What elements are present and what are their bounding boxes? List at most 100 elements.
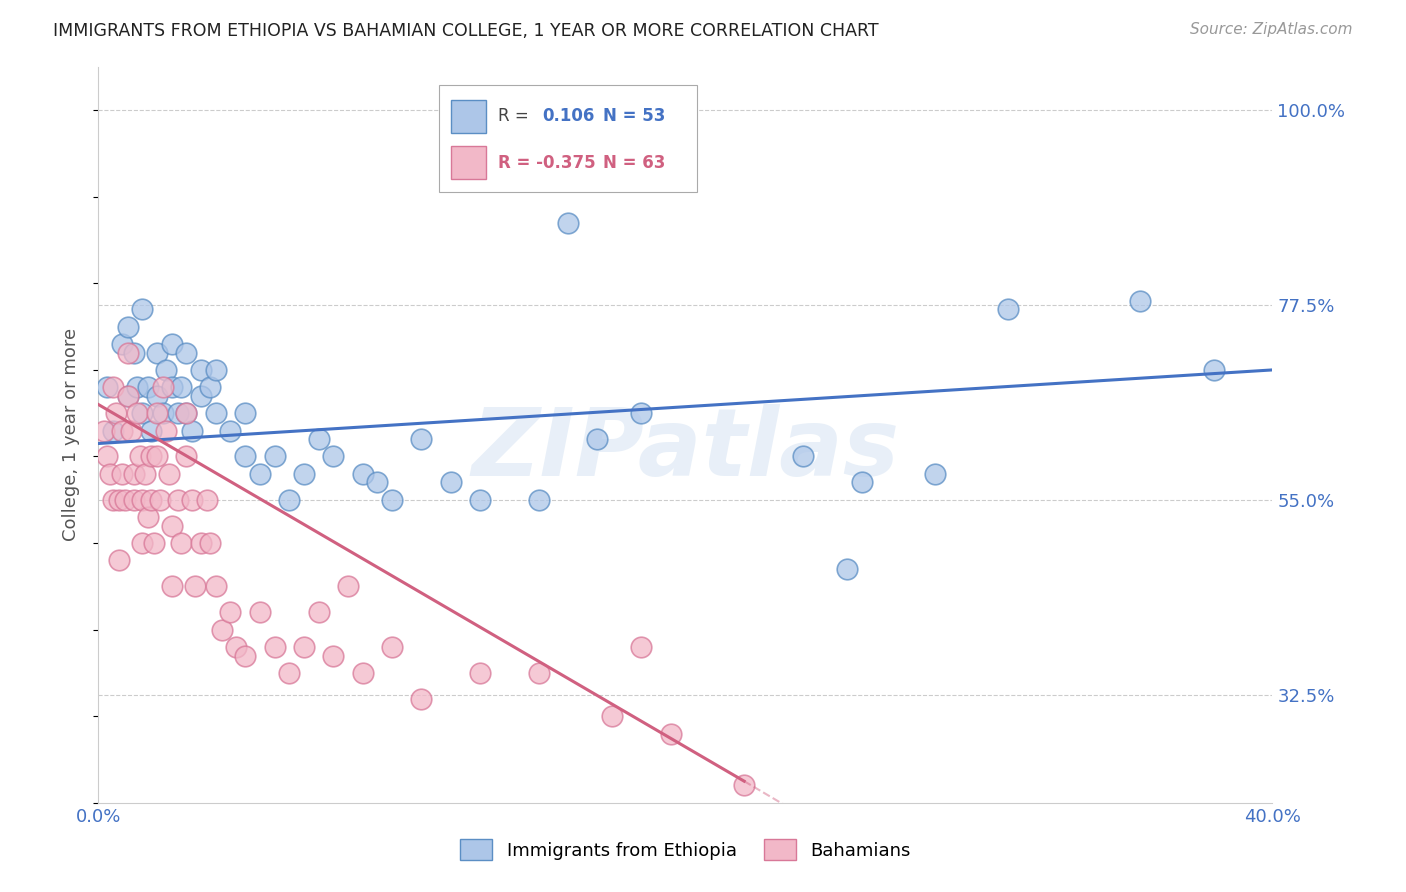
Point	[134, 467, 156, 481]
Point	[166, 492, 188, 507]
Point	[249, 467, 271, 481]
Point	[1129, 293, 1152, 308]
Point	[225, 640, 247, 654]
Point	[146, 450, 169, 464]
Point	[111, 424, 134, 438]
Point	[190, 389, 212, 403]
Point	[733, 779, 755, 793]
Point	[190, 536, 212, 550]
Text: IMMIGRANTS FROM ETHIOPIA VS BAHAMIAN COLLEGE, 1 YEAR OR MORE CORRELATION CHART: IMMIGRANTS FROM ETHIOPIA VS BAHAMIAN COL…	[53, 22, 879, 40]
Point	[122, 467, 145, 481]
Point	[169, 380, 191, 394]
Point	[659, 726, 682, 740]
Text: Source: ZipAtlas.com: Source: ZipAtlas.com	[1189, 22, 1353, 37]
Point	[101, 424, 124, 438]
Point	[125, 380, 148, 394]
Point	[527, 492, 550, 507]
Point	[263, 640, 285, 654]
Point	[117, 319, 139, 334]
Text: ZIPatlas: ZIPatlas	[471, 403, 900, 496]
Point	[131, 492, 153, 507]
Point	[292, 640, 315, 654]
Point	[155, 424, 177, 438]
Point	[101, 380, 124, 394]
Text: R =: R =	[498, 107, 529, 125]
Point	[169, 536, 191, 550]
Point	[205, 363, 228, 377]
Point	[249, 605, 271, 619]
Point	[205, 406, 228, 420]
Point	[600, 709, 623, 723]
Point	[352, 665, 374, 680]
Point	[792, 450, 814, 464]
Point	[166, 406, 188, 420]
Point	[336, 579, 359, 593]
Point	[205, 579, 228, 593]
Point	[308, 432, 330, 446]
Text: 0.106: 0.106	[543, 107, 595, 125]
Point	[146, 345, 169, 359]
Point	[111, 337, 134, 351]
Point	[411, 432, 433, 446]
Point	[122, 492, 145, 507]
Point	[125, 406, 148, 420]
Point	[468, 665, 491, 680]
Point	[152, 406, 174, 420]
Point	[924, 467, 946, 481]
Point	[136, 510, 159, 524]
Point	[98, 467, 121, 481]
Legend: Immigrants from Ethiopia, Bahamians: Immigrants from Ethiopia, Bahamians	[453, 832, 918, 867]
Point	[322, 648, 344, 663]
Point	[176, 406, 198, 420]
Point	[101, 492, 124, 507]
Point	[128, 450, 150, 464]
Point	[190, 363, 212, 377]
Point	[141, 450, 163, 464]
FancyBboxPatch shape	[439, 86, 697, 192]
Point	[630, 406, 652, 420]
Point	[152, 380, 174, 394]
Point	[278, 492, 301, 507]
Point	[117, 389, 139, 403]
Point	[278, 665, 301, 680]
Point	[198, 380, 221, 394]
Point	[181, 492, 204, 507]
Point	[233, 450, 256, 464]
Point	[292, 467, 315, 481]
Point	[176, 406, 198, 420]
Point	[219, 605, 242, 619]
Point	[136, 380, 159, 394]
Point	[557, 216, 579, 230]
Point	[143, 536, 166, 550]
Point	[381, 492, 404, 507]
Point	[111, 467, 134, 481]
Point	[322, 450, 344, 464]
Point	[117, 345, 139, 359]
Point	[155, 363, 177, 377]
Point	[308, 605, 330, 619]
Point	[233, 406, 256, 420]
Text: R = -0.375: R = -0.375	[498, 153, 595, 171]
Point	[114, 492, 136, 507]
Point	[96, 450, 118, 464]
Point	[1202, 363, 1225, 377]
Point	[117, 389, 139, 403]
Point	[352, 467, 374, 481]
Point	[184, 579, 207, 593]
Point	[108, 492, 131, 507]
Point	[120, 424, 142, 438]
Point	[468, 492, 491, 507]
Point	[211, 623, 233, 637]
Point	[630, 640, 652, 654]
Point	[233, 648, 256, 663]
Point	[93, 424, 115, 438]
FancyBboxPatch shape	[450, 145, 486, 178]
Y-axis label: College, 1 year or more: College, 1 year or more	[62, 328, 80, 541]
Point	[997, 302, 1019, 317]
Point	[96, 380, 118, 394]
Point	[835, 562, 858, 576]
Point	[122, 345, 145, 359]
Point	[195, 492, 218, 507]
Point	[105, 406, 128, 420]
Point	[366, 475, 388, 490]
